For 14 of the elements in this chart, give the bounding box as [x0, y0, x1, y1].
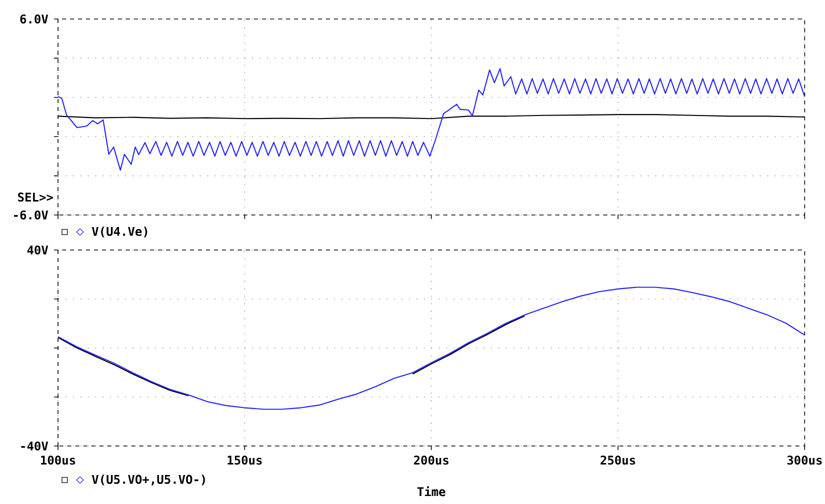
legend-label: V(U4.Ve) [92, 226, 148, 238]
x-tick-label: 250us [600, 456, 636, 465]
y-tick-label: -6.0V [14, 210, 48, 220]
legend-label: V(U5.VO+,U5.VO-) [92, 474, 205, 486]
line-series [58, 68, 805, 171]
y-tick-label: 40V [27, 245, 48, 255]
x-axis-title: Time [417, 486, 446, 496]
x-tick-label: 100us [41, 456, 76, 465]
x-tick-label: 300us [787, 456, 822, 465]
x-tick-label: 200us [414, 456, 448, 465]
x-tick-label: 150us [228, 456, 262, 465]
text: SEL>> [18, 192, 53, 202]
y-tick-label: -40V [21, 441, 48, 451]
y-tick-label: 6.0V [20, 14, 48, 24]
